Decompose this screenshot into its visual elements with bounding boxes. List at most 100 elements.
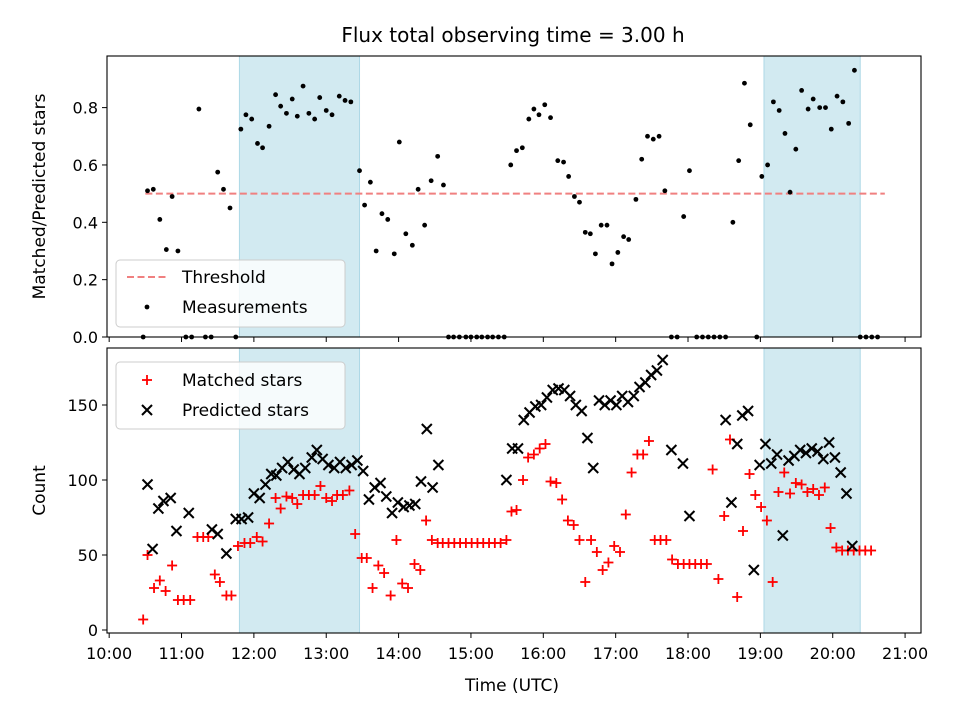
measurement-point [243, 112, 249, 118]
matched-stars-marker [402, 583, 413, 593]
matched-stars-marker [574, 535, 585, 545]
matched-stars-marker [813, 490, 824, 500]
matched-stars-marker [518, 475, 529, 485]
measurement-point [787, 189, 793, 195]
matched-stars-marker [315, 481, 326, 491]
predicted-stars-marker [794, 444, 806, 456]
predicted-stars-marker [363, 493, 375, 506]
predicted-stars-marker [541, 391, 553, 404]
matched-stars-marker [506, 506, 517, 517]
matched-stars-marker [426, 535, 437, 545]
predicted-stars-marker [748, 564, 760, 576]
predicted-stars-marker [211, 528, 224, 540]
predicted-stars-marker [512, 442, 524, 455]
legend-label: Threshold [181, 268, 266, 288]
matched-stars-marker [337, 490, 348, 500]
matched-stars-marker [245, 538, 256, 548]
matched-stars-marker [545, 476, 556, 487]
measurement-point [385, 217, 391, 222]
matched-stars-marker [391, 535, 402, 545]
matched-stars-marker [831, 542, 842, 553]
predicted-stars-marker [610, 399, 623, 411]
legend-predicted-swatch [141, 404, 153, 416]
measurement-point [587, 231, 593, 237]
measurement-point [604, 222, 610, 228]
predicted-stars-marker [299, 462, 311, 474]
matched-stars-marker [350, 529, 361, 539]
matched-stars-marker [327, 496, 338, 506]
measurement-point [227, 205, 233, 211]
measurement-point [805, 106, 811, 112]
predicted-stars-marker [829, 451, 841, 464]
measurement-point [221, 186, 226, 192]
measurement-point [294, 113, 300, 119]
measurement-point [508, 162, 514, 168]
measurement-point [312, 116, 318, 122]
x-tick-label: 10:00 [86, 644, 132, 663]
x-tick-label: 19:00 [737, 644, 783, 663]
predicted-stars-marker [846, 540, 858, 552]
matched-stars-marker [321, 493, 332, 503]
y-tick-label: 50 [78, 546, 98, 565]
measurement-point [615, 250, 621, 255]
matched-stars-marker [557, 494, 568, 505]
measurement-point [747, 122, 753, 128]
y-tick-label: 0.0 [73, 328, 98, 347]
measurement-point [329, 112, 335, 118]
measurement-point [238, 126, 244, 132]
measurement-point [810, 96, 816, 102]
measurement-point [626, 237, 632, 242]
measurement-point [175, 248, 181, 254]
matched-stars-marker [756, 502, 767, 512]
measurement-point [650, 136, 656, 142]
x-tick-label: 21:00 [882, 644, 928, 663]
measurement-point [639, 156, 645, 162]
predicted-stars-marker [651, 364, 663, 377]
measurement-point [834, 93, 840, 99]
matched-stars-marker [501, 535, 512, 545]
predicted-stars-marker [380, 490, 392, 503]
predicted-stars-marker [840, 487, 853, 500]
matched-stars-marker [138, 614, 149, 625]
measurement-point [163, 247, 169, 252]
measurement-point [759, 174, 765, 179]
matched-stars-marker [373, 560, 384, 571]
x-tick-label: 15:00 [448, 644, 494, 663]
measurement-point [656, 133, 662, 139]
matched-stars-marker [591, 547, 602, 557]
measurement-point [157, 217, 163, 222]
predicted-stars-marker [432, 459, 445, 471]
y-tick-label: 0.8 [73, 99, 98, 118]
matched-stars-marker [415, 565, 426, 575]
measurement-point [403, 231, 409, 237]
predicted-stars-marker [157, 495, 170, 507]
measurement-point [278, 103, 284, 109]
measurement-point [548, 115, 553, 121]
matched-stars-marker [719, 511, 730, 521]
x-tick-label: 12:00 [231, 644, 277, 663]
matched-stars-marker [149, 583, 160, 593]
matched-stars-marker [603, 557, 614, 568]
predicted-stars-marker [518, 414, 530, 426]
legend-measurement-swatch [144, 304, 150, 310]
predicted-stars-marker [282, 456, 294, 468]
measurement-point [577, 199, 582, 205]
predicted-stars-marker [270, 469, 283, 482]
matched-stars-marker [344, 485, 355, 496]
matched-stars-marker [361, 553, 372, 563]
predicted-stars-marker [731, 438, 743, 450]
x-axis-label: Time (UTC) [464, 676, 559, 696]
predicted-stars-marker [665, 444, 678, 456]
matched-stars-marker [785, 488, 796, 499]
measurement-point [428, 178, 434, 184]
y-tick-label: 0.4 [73, 213, 98, 232]
legend-label: Matched stars [182, 371, 302, 391]
matched-stars-marker [825, 523, 836, 533]
predicted-stars-marker [759, 438, 772, 450]
measurement-point [736, 158, 742, 164]
matched-stars-marker [287, 493, 298, 503]
matched-stars-marker [185, 595, 196, 605]
matched-stars-marker [773, 487, 784, 497]
predicted-stars-marker [170, 525, 183, 537]
matched-stars-marker [667, 554, 678, 565]
